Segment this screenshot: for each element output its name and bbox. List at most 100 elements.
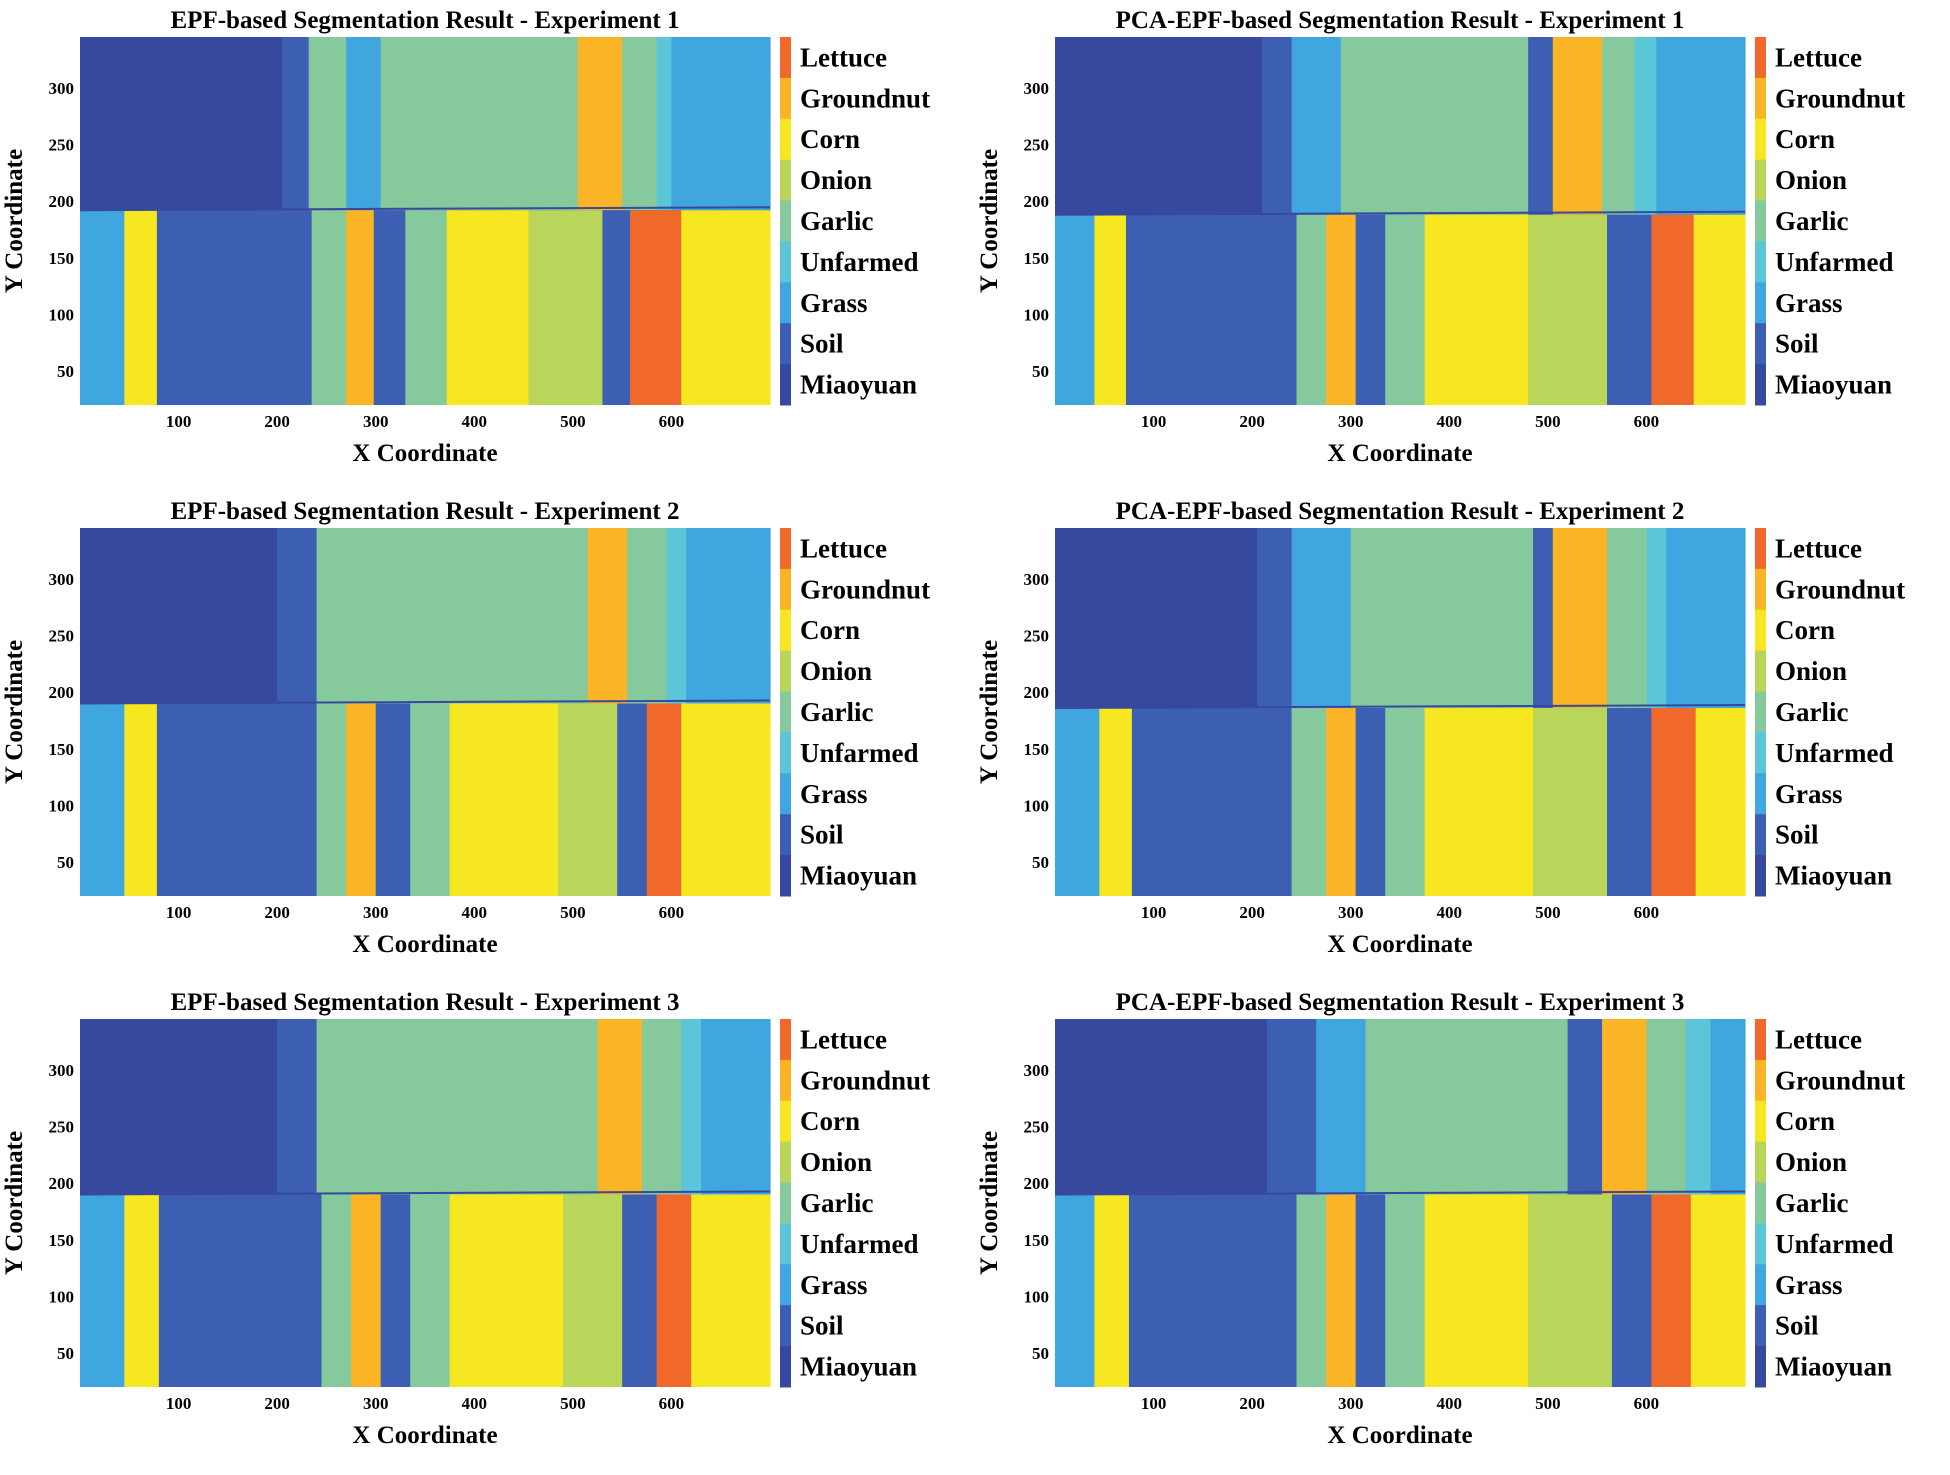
legend-swatch-grass [780, 773, 791, 815]
segment-grass [1055, 214, 1096, 405]
x-tick-label: 600 [1634, 1394, 1660, 1413]
segment-groundnut [351, 1194, 382, 1387]
segment-corn [1695, 708, 1746, 896]
segment-soil [1262, 37, 1293, 215]
x-tick-label: 100 [166, 903, 192, 922]
x-tick-label: 200 [1239, 412, 1265, 431]
panel-epf-experiment-2: EPF-based Segmentation Result - Experime… [0, 491, 975, 982]
segment-lettuce [656, 1194, 692, 1387]
y-axis-label: Y Coordinate [1, 640, 28, 784]
segment-grass [80, 210, 125, 405]
legend-swatch-garlic [780, 691, 791, 733]
y-tick-label: 50 [1032, 362, 1049, 381]
x-tick-label: 100 [166, 412, 192, 431]
segment-unfarmed [1634, 37, 1657, 215]
y-tick-label: 200 [1024, 683, 1050, 702]
segment-onion [558, 703, 618, 896]
legend-swatch-garlic [1755, 691, 1766, 733]
legend-swatch-lettuce [780, 37, 791, 79]
panel-pca-epf-experiment-2: PCA-EPF-based Segmentation Result - Expe… [975, 491, 1950, 982]
panel-pca-epf-experiment-1: PCA-EPF-based Segmentation Result - Expe… [975, 0, 1950, 491]
y-tick-label: 150 [49, 1231, 75, 1250]
x-tick-label: 400 [1437, 412, 1463, 431]
segment-groundnut [587, 528, 628, 704]
segment-garlic [316, 703, 347, 896]
legend-swatch-unfarmed [780, 241, 791, 283]
legend-swatch-unfarmed [1755, 1223, 1766, 1265]
y-tick-label: 150 [1024, 1231, 1050, 1250]
segment-grass [1291, 37, 1342, 215]
segment-grass [1316, 1019, 1367, 1195]
y-tick-label: 50 [57, 362, 74, 381]
segment-corn [1424, 1194, 1529, 1387]
segment-garlic [454, 528, 589, 704]
y-tick-label: 300 [1024, 1061, 1050, 1080]
x-tick-label: 300 [363, 903, 389, 922]
legend-swatch-onion [1755, 650, 1766, 693]
segment-soil [1533, 528, 1554, 709]
y-tick-label: 50 [57, 1344, 74, 1363]
segment-garlic [627, 528, 668, 704]
legend-label-lettuce: Lettuce [800, 533, 887, 563]
segment-groundnut [1552, 37, 1603, 215]
segment-soil [602, 210, 631, 405]
legend-label-unfarmed: Unfarmed [800, 247, 918, 277]
segment-garlic [311, 210, 347, 405]
segment-grass [80, 703, 125, 896]
y-tick-label: 200 [1024, 192, 1050, 211]
segment-garlic [316, 1019, 377, 1195]
legend-label-onion: Onion [1775, 165, 1847, 195]
segment-soil [373, 210, 406, 405]
segment-soil [1131, 708, 1293, 896]
segment-onion [563, 1194, 623, 1387]
y-tick-label: 200 [49, 1174, 75, 1193]
legend-label-corn: Corn [1775, 124, 1835, 154]
segment-corn [681, 210, 771, 405]
segment-corn [449, 703, 559, 896]
legend-label-groundnut: Groundnut [800, 83, 930, 113]
legend-swatch-soil [1755, 1305, 1766, 1347]
legend-swatch-soil [1755, 814, 1766, 856]
legend-swatch-groundnut [780, 1059, 791, 1102]
segment-garlic [308, 37, 347, 211]
chart-svg: EPF-based Segmentation Result - Experime… [1, 498, 930, 958]
legend-swatch-soil [1755, 323, 1766, 365]
panel-pca-epf-experiment-3: PCA-EPF-based Segmentation Result - Expe… [975, 982, 1950, 1473]
segment-garlic [1429, 528, 1534, 709]
segment-soil [277, 528, 318, 704]
segment-garlic [1296, 214, 1327, 405]
x-tick-label: 300 [363, 1394, 389, 1413]
segment-grass [346, 37, 382, 211]
legend-swatch-soil [780, 323, 791, 365]
legend-label-unfarmed: Unfarmed [1775, 247, 1893, 277]
chart-title: PCA-EPF-based Segmentation Result - Expe… [1116, 7, 1685, 34]
segment-garlic [1296, 1194, 1327, 1387]
segment-miaoyuan [1055, 528, 1258, 709]
x-tick-label: 400 [462, 412, 488, 431]
y-axis-label: Y Coordinate [976, 640, 1003, 784]
legend-swatch-unfarmed [780, 1223, 791, 1265]
segment-soil [622, 1194, 658, 1387]
segment-garlic [1291, 708, 1327, 896]
legend-label-miaoyuan: Miaoyuan [1775, 1352, 1892, 1382]
panel-epf-experiment-3: EPF-based Segmentation Result - Experime… [0, 982, 975, 1473]
segment-corn [1094, 1194, 1130, 1387]
y-tick-label: 200 [49, 192, 75, 211]
x-tick-label: 200 [264, 1394, 290, 1413]
y-tick-label: 300 [1024, 570, 1050, 589]
legend-label-groundnut: Groundnut [800, 574, 930, 604]
x-tick-label: 600 [659, 1394, 685, 1413]
x-tick-label: 100 [1141, 903, 1167, 922]
legend-label-soil: Soil [1775, 329, 1819, 359]
segment-garlic [375, 528, 456, 704]
legend-swatch-onion [780, 159, 791, 202]
legend-swatch-miaoyuan [780, 855, 791, 897]
legend-swatch-unfarmed [1755, 732, 1766, 774]
x-tick-label: 600 [1634, 903, 1660, 922]
segment-garlic [449, 37, 579, 211]
y-tick-label: 100 [1024, 1287, 1050, 1306]
legend-label-corn: Corn [800, 615, 860, 645]
segment-groundnut [1326, 708, 1357, 896]
y-axis-label: Y Coordinate [976, 149, 1003, 293]
legend-swatch-corn [1755, 609, 1766, 652]
